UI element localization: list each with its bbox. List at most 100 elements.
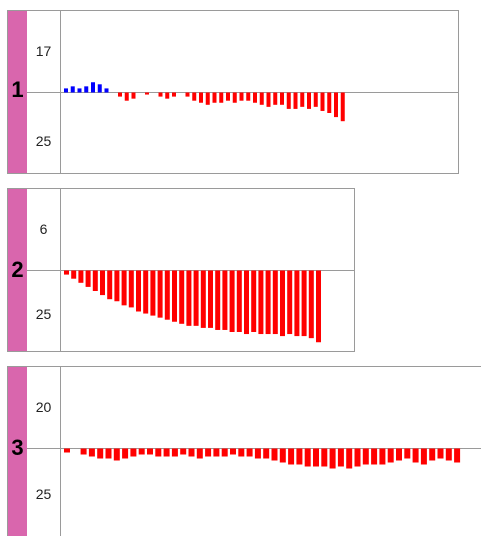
bar <box>150 270 156 316</box>
bar <box>136 270 141 312</box>
tick-label-bottom-1: 25 <box>35 133 52 149</box>
bar <box>334 92 338 118</box>
bar <box>429 448 436 461</box>
bar <box>131 92 136 99</box>
panel-tab-3 <box>8 367 27 536</box>
bar <box>70 86 75 93</box>
bar <box>113 448 120 461</box>
bar <box>321 448 328 467</box>
bar <box>172 92 176 97</box>
bar <box>147 448 153 455</box>
bar <box>180 448 187 455</box>
bar <box>158 92 163 97</box>
bar <box>307 92 311 109</box>
bar <box>205 448 212 457</box>
bar <box>71 270 77 279</box>
panel-tab-2 <box>8 189 27 351</box>
bar <box>88 448 95 457</box>
bar <box>122 448 129 459</box>
bar <box>196 448 203 459</box>
bar <box>91 82 95 93</box>
bar <box>236 270 242 332</box>
bar <box>412 448 419 463</box>
tick-label-top-1: 17 <box>35 43 52 59</box>
bar <box>327 92 332 113</box>
bar <box>362 448 369 465</box>
bar <box>157 270 163 318</box>
bar <box>193 270 199 326</box>
bar <box>304 448 311 467</box>
bar <box>222 270 228 330</box>
bar <box>246 448 253 457</box>
bar <box>200 270 206 328</box>
bar <box>85 270 91 287</box>
panel-index-label-1: 1 <box>11 77 24 102</box>
bar <box>266 92 271 107</box>
tick-label-bottom-3: 25 <box>35 486 52 502</box>
bar <box>165 92 170 99</box>
bar <box>293 92 298 109</box>
bar <box>221 448 228 457</box>
tick-label-bottom-2: 25 <box>35 306 52 322</box>
bar <box>114 270 120 302</box>
bar <box>199 92 203 103</box>
bar <box>226 92 230 101</box>
bar <box>118 92 122 97</box>
chart-panel-3: 3 20 25 <box>7 366 481 536</box>
bar <box>259 92 264 105</box>
bar <box>320 92 325 111</box>
panel-tab-1 <box>8 11 27 173</box>
y-axis-area-2: 6 25 <box>27 189 61 351</box>
bar <box>251 270 257 332</box>
bar <box>329 448 336 469</box>
bar <box>238 448 245 457</box>
bar <box>246 92 251 101</box>
bar <box>280 92 284 105</box>
panel-index-label-2: 2 <box>11 257 24 282</box>
bar <box>346 448 353 469</box>
bar <box>121 270 127 306</box>
bar <box>219 92 224 103</box>
bar <box>212 92 217 103</box>
bar <box>316 270 321 343</box>
bar <box>258 270 264 335</box>
bar <box>254 448 261 459</box>
bar <box>340 92 345 122</box>
bar <box>213 448 220 457</box>
bar <box>80 448 87 455</box>
bar <box>229 270 235 332</box>
bar-group-3 <box>64 448 461 469</box>
bar <box>64 88 68 93</box>
bar <box>78 270 84 283</box>
bar <box>337 448 344 467</box>
baseline-stub-1 <box>27 92 60 93</box>
bar <box>205 92 210 105</box>
bar <box>420 448 427 465</box>
baseline-2 <box>61 270 354 271</box>
bar <box>263 448 270 459</box>
baseline-1 <box>61 92 458 93</box>
bar <box>179 270 185 324</box>
bar <box>286 92 291 109</box>
bar <box>387 448 394 463</box>
bar-group-1 <box>64 82 345 122</box>
bar <box>396 448 402 461</box>
bar <box>280 270 285 337</box>
bar <box>253 92 257 103</box>
bar <box>313 92 318 107</box>
bar <box>185 92 190 97</box>
bar <box>239 92 244 101</box>
bar <box>163 448 170 457</box>
bar <box>130 448 137 457</box>
bar <box>145 92 149 95</box>
bar <box>97 84 102 93</box>
bar <box>92 270 98 291</box>
bar <box>77 88 82 93</box>
bar <box>294 270 300 337</box>
bar <box>124 92 129 101</box>
baseline-3 <box>61 448 481 449</box>
bar <box>371 448 378 465</box>
bar <box>64 270 69 275</box>
bar <box>288 448 295 465</box>
bar <box>215 270 221 330</box>
